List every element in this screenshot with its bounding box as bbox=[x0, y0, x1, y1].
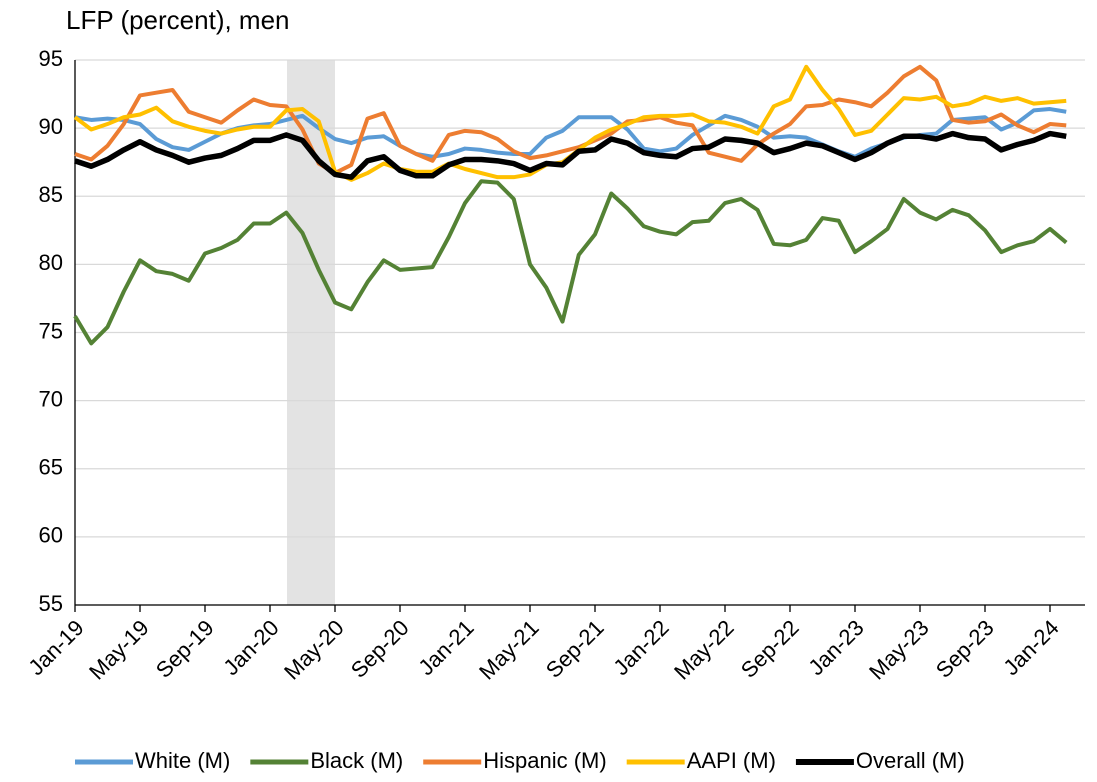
x-tick-label: Sep-21 bbox=[541, 615, 609, 683]
x-tick-label: Jan-19 bbox=[23, 615, 88, 680]
y-tick-label: 75 bbox=[39, 318, 63, 343]
y-tick-label: 65 bbox=[39, 455, 63, 480]
legend-label: White (M) bbox=[135, 748, 230, 773]
x-tick-label: Jan-21 bbox=[413, 615, 478, 680]
y-tick-label: 80 bbox=[39, 250, 63, 275]
grid bbox=[75, 59, 1085, 606]
x-tick-label: Jan-20 bbox=[218, 615, 283, 680]
axis-title: LFP (percent), men bbox=[66, 5, 290, 35]
y-tick-label: 70 bbox=[39, 386, 63, 411]
legend-label: Hispanic (M) bbox=[483, 748, 606, 773]
x-tick-label: May-23 bbox=[864, 615, 934, 685]
legend-label: Black (M) bbox=[310, 748, 403, 773]
y-tick-label: 95 bbox=[39, 46, 63, 71]
y-tick-label: 55 bbox=[39, 591, 63, 616]
x-tick-label: Sep-20 bbox=[346, 615, 414, 683]
x-tick-label: Sep-23 bbox=[931, 615, 999, 683]
x-tick-label: May-20 bbox=[279, 615, 349, 685]
legend-label: AAPI (M) bbox=[687, 748, 776, 773]
series-line bbox=[74, 64, 1067, 176]
x-tick-label: May-22 bbox=[669, 615, 739, 685]
x-tick-label: May-21 bbox=[474, 615, 544, 685]
x-tick-label: Jan-24 bbox=[998, 615, 1063, 680]
x-tick-label: Sep-19 bbox=[151, 615, 219, 683]
x-tick-label: Sep-22 bbox=[736, 615, 804, 683]
y-tick-label: 60 bbox=[39, 523, 63, 548]
x-tick-label: Jan-23 bbox=[803, 615, 868, 680]
legend-label: Overall (M) bbox=[856, 748, 965, 773]
series-line bbox=[73, 179, 1068, 346]
series-line bbox=[74, 130, 1067, 180]
y-tick-label: 90 bbox=[39, 114, 63, 139]
y-tick-label: 85 bbox=[39, 182, 63, 207]
x-tick-label: May-19 bbox=[84, 615, 154, 685]
x-tick-label: Jan-22 bbox=[608, 615, 673, 680]
